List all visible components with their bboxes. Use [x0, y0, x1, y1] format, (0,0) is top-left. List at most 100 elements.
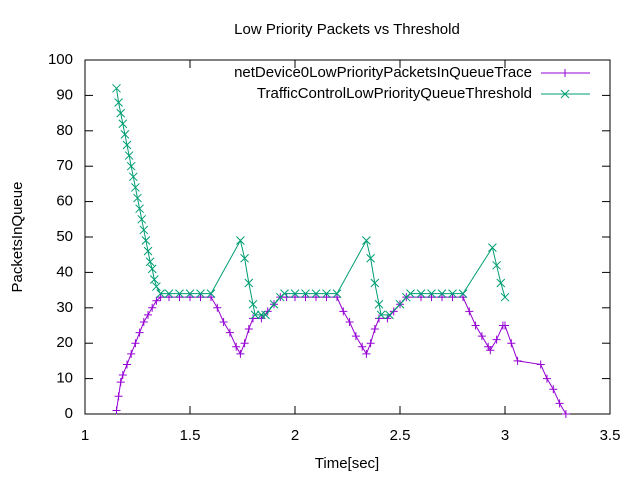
- data-point: [131, 183, 140, 192]
- data-point: [196, 289, 205, 298]
- data-point: [555, 399, 564, 408]
- data-point: [143, 246, 153, 256]
- data-point: [448, 293, 457, 302]
- data-point: [333, 293, 341, 302]
- data-point: [250, 310, 260, 320]
- data-point: [561, 410, 570, 418]
- data-point: [112, 406, 121, 415]
- data-point: [148, 303, 157, 312]
- data-point: [144, 310, 152, 319]
- legend-label: netDevice0LowPriorityPacketsInQueueTrace: [234, 64, 532, 81]
- data-point: [427, 289, 436, 298]
- data-point: [123, 360, 131, 369]
- legend-marker: [561, 69, 569, 77]
- data-point: [488, 243, 497, 252]
- x-tick-label: 2: [291, 427, 299, 444]
- series-line: [116, 296, 567, 415]
- data-point: [496, 278, 506, 288]
- data-point: [311, 289, 321, 298]
- data-point: [127, 349, 136, 358]
- data-point: [257, 310, 266, 320]
- data-point: [232, 342, 241, 351]
- data-point: [175, 293, 184, 302]
- data-point: [147, 264, 157, 274]
- data-point: [416, 289, 426, 298]
- data-point: [116, 378, 125, 387]
- x-axis-label: Time[sec]: [315, 455, 379, 472]
- data-point: [427, 293, 436, 302]
- data-point: [156, 293, 165, 302]
- data-point: [196, 293, 205, 302]
- data-point: [437, 289, 447, 298]
- data-point: [114, 392, 123, 401]
- data-point: [244, 325, 253, 334]
- data-point: [322, 293, 331, 302]
- data-point: [417, 293, 425, 302]
- data-point: [536, 360, 545, 369]
- y-tick-label: 50: [56, 228, 73, 245]
- data-point: [118, 119, 128, 129]
- data-point: [282, 293, 291, 302]
- data-point: [213, 303, 222, 312]
- data-point: [206, 289, 216, 298]
- data-point: [358, 342, 367, 351]
- x-tick-label: 3.5: [600, 427, 621, 444]
- data-point: [139, 225, 149, 235]
- data-point: [141, 236, 151, 245]
- data-point: [120, 129, 130, 139]
- data-point: [351, 332, 360, 341]
- y-tick-label: 90: [56, 86, 73, 103]
- data-point: [240, 253, 249, 263]
- data-point: [185, 289, 195, 298]
- data-point: [362, 236, 371, 245]
- data-point: [301, 289, 310, 298]
- data-point: [465, 307, 474, 316]
- data-point: [236, 236, 245, 245]
- data-point: [458, 289, 468, 298]
- data-point: [219, 317, 228, 326]
- data-point: [322, 289, 331, 298]
- data-point: [370, 325, 379, 334]
- data-point: [128, 172, 138, 182]
- x-tick-label: 1.5: [180, 427, 201, 444]
- data-point: [114, 98, 123, 107]
- y-tick-label: 80: [56, 122, 73, 139]
- data-point: [484, 342, 493, 351]
- data-point: [131, 339, 140, 348]
- data-point: [500, 292, 510, 302]
- data-point: [543, 374, 551, 383]
- data-point: [280, 289, 289, 298]
- data-point: [149, 275, 159, 284]
- data-point: [549, 385, 558, 394]
- legend-marker: [560, 89, 570, 99]
- data-point: [261, 310, 270, 320]
- data-point: [395, 299, 405, 309]
- data-point: [126, 161, 136, 171]
- data-point: [225, 328, 234, 337]
- data-point: [513, 356, 522, 365]
- y-tick-label: 30: [56, 299, 73, 316]
- data-point: [139, 317, 148, 326]
- data-point: [122, 140, 132, 150]
- data-point: [244, 278, 254, 288]
- data-point: [385, 310, 394, 320]
- x-tick-label: 3: [501, 427, 509, 444]
- data-point: [448, 289, 457, 298]
- data-point: [152, 296, 161, 305]
- data-point: [301, 293, 310, 302]
- data-point: [269, 299, 279, 309]
- y-tick-label: 60: [56, 193, 73, 210]
- y-tick-label: 100: [48, 51, 73, 68]
- y-axis-label: PacketsInQueue: [9, 182, 26, 293]
- data-point: [486, 346, 495, 355]
- data-point: [137, 214, 147, 224]
- data-point: [370, 278, 380, 288]
- data-point: [332, 289, 342, 298]
- data-point: [133, 193, 142, 203]
- data-point: [236, 349, 245, 358]
- data-point: [112, 83, 121, 93]
- y-tick-label: 20: [56, 334, 73, 351]
- data-point: [152, 282, 161, 291]
- data-point: [116, 108, 126, 118]
